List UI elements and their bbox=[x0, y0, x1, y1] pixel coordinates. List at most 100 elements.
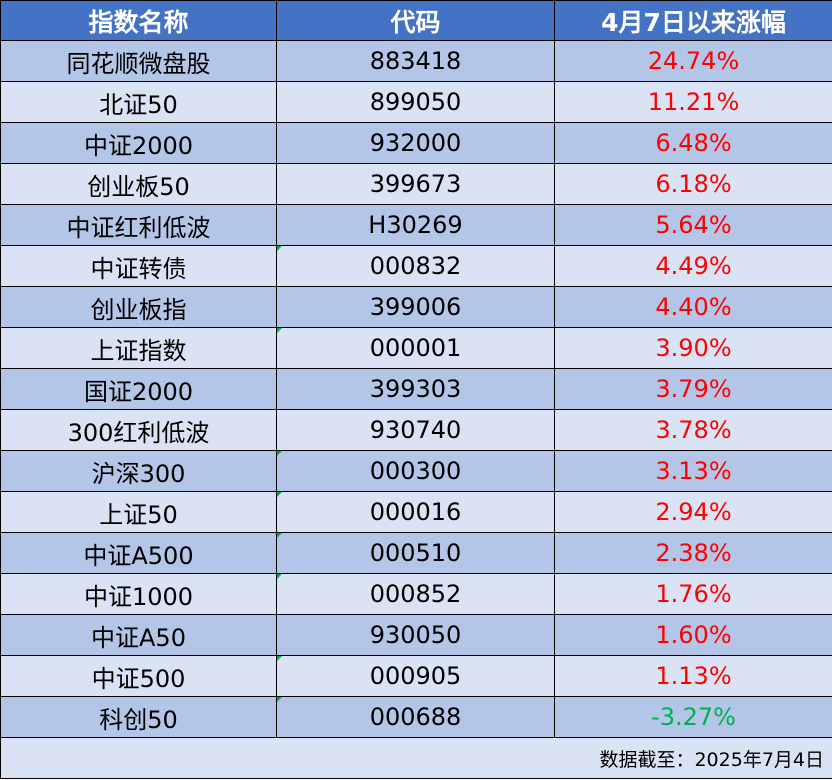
index-name-cell: 同花顺微盘股 bbox=[0, 40, 277, 82]
index-code-cell: 399673 bbox=[276, 163, 555, 205]
change-percent-cell: 1.76% bbox=[554, 573, 832, 615]
index-code-cell: 399303 bbox=[276, 368, 555, 410]
change-percent-cell: 4.49% bbox=[554, 245, 832, 287]
index-name-cell: 中证500 bbox=[0, 655, 277, 697]
index-code-cell: 899050 bbox=[276, 81, 555, 123]
index-code-text: 899050 bbox=[369, 88, 462, 116]
cell-marker-icon bbox=[277, 656, 282, 661]
change-percent-cell: 3.79% bbox=[554, 368, 832, 410]
cell-marker-icon bbox=[277, 246, 282, 251]
table-row: 科创50 000688 -3.27% bbox=[0, 696, 832, 738]
table-row: 创业板指 399006 4.40% bbox=[0, 286, 832, 328]
index-code-cell: 000016 bbox=[276, 491, 555, 533]
index-code-text: 399673 bbox=[369, 170, 462, 198]
index-code-cell: 000852 bbox=[276, 573, 555, 615]
change-percent-cell: 3.13% bbox=[554, 450, 832, 492]
change-percent-cell: 3.90% bbox=[554, 327, 832, 369]
cell-marker-icon bbox=[277, 533, 282, 538]
index-code-text: 000688 bbox=[369, 703, 462, 731]
change-percent-cell: 1.13% bbox=[554, 655, 832, 697]
index-code-cell: 000688 bbox=[276, 696, 555, 738]
header-code: 代码 bbox=[276, 0, 555, 41]
change-percent-cell: 11.21% bbox=[554, 81, 832, 123]
index-code-cell: 000832 bbox=[276, 245, 555, 287]
index-code-text: 930050 bbox=[369, 621, 462, 649]
index-code-cell: 883418 bbox=[276, 40, 555, 82]
cell-marker-icon bbox=[277, 328, 282, 333]
table-row: 中证红利低波 H30269 5.64% bbox=[0, 204, 832, 246]
change-percent-cell: 1.60% bbox=[554, 614, 832, 656]
index-code-text: 000852 bbox=[369, 580, 462, 608]
index-name-cell: 北证50 bbox=[0, 81, 277, 123]
index-code-text: 000832 bbox=[369, 252, 462, 280]
table-row: 上证50 000016 2.94% bbox=[0, 491, 832, 533]
index-code-cell: 000510 bbox=[276, 532, 555, 574]
index-code-cell: 930050 bbox=[276, 614, 555, 656]
table-row: 中证A500 000510 2.38% bbox=[0, 532, 832, 574]
table-row: 中证转债 000832 4.49% bbox=[0, 245, 832, 287]
index-code-cell: 000905 bbox=[276, 655, 555, 697]
index-code-cell: 000300 bbox=[276, 450, 555, 492]
index-code-text: 000905 bbox=[369, 662, 462, 690]
index-code-text: 883418 bbox=[369, 47, 462, 75]
index-name-cell: 沪深300 bbox=[0, 450, 277, 492]
index-name-cell: 中证红利低波 bbox=[0, 204, 277, 246]
index-name-cell: 创业板指 bbox=[0, 286, 277, 328]
change-percent-cell: -3.27% bbox=[554, 696, 832, 738]
index-name-cell: 中证A500 bbox=[0, 532, 277, 574]
table-row: 中证2000 932000 6.48% bbox=[0, 122, 832, 164]
table-row: 北证50 899050 11.21% bbox=[0, 81, 832, 123]
change-percent-cell: 6.18% bbox=[554, 163, 832, 205]
footer-row: 数据截至：2025年7月4日 bbox=[0, 737, 832, 779]
table-row: 中证500 000905 1.13% bbox=[0, 655, 832, 697]
index-name-cell: 科创50 bbox=[0, 696, 277, 738]
change-percent-cell: 6.48% bbox=[554, 122, 832, 164]
index-code-text: 000016 bbox=[369, 498, 462, 526]
table-row: 同花顺微盘股 883418 24.74% bbox=[0, 40, 832, 82]
index-name-cell: 国证2000 bbox=[0, 368, 277, 410]
header-change-since-apr7: 4月7日以来涨幅 bbox=[554, 0, 832, 41]
index-code-cell: H30269 bbox=[276, 204, 555, 246]
cell-marker-icon bbox=[277, 574, 282, 579]
index-code-text: 000300 bbox=[369, 457, 462, 485]
index-code-cell: 399006 bbox=[276, 286, 555, 328]
cell-marker-icon bbox=[277, 697, 282, 702]
index-code-cell: 930740 bbox=[276, 409, 555, 451]
header-row: 指数名称 代码 4月7日以来涨幅 bbox=[0, 0, 832, 41]
index-code-text: 932000 bbox=[369, 129, 462, 157]
index-name-cell: 创业板50 bbox=[0, 163, 277, 205]
index-code-cell: 932000 bbox=[276, 122, 555, 164]
index-code-text: H30269 bbox=[368, 211, 463, 239]
index-code-text: 399303 bbox=[369, 375, 462, 403]
change-percent-cell: 4.40% bbox=[554, 286, 832, 328]
table-row: 沪深300 000300 3.13% bbox=[0, 450, 832, 492]
index-code-text: 930740 bbox=[369, 416, 462, 444]
index-code-text: 000510 bbox=[369, 539, 462, 567]
index-name-cell: 中证转债 bbox=[0, 245, 277, 287]
index-name-cell: 中证2000 bbox=[0, 122, 277, 164]
cell-marker-icon bbox=[277, 451, 282, 456]
table-body: 同花顺微盘股 883418 24.74% 北证50 899050 11.21% 中证2000… bbox=[0, 40, 832, 738]
cell-marker-icon bbox=[277, 492, 282, 497]
table-row: 创业板50 399673 6.18% bbox=[0, 163, 832, 205]
index-name-cell: 上证指数 bbox=[0, 327, 277, 369]
data-date-note: 数据截至：2025年7月4日 bbox=[0, 737, 832, 779]
table-row: 国证2000 399303 3.79% bbox=[0, 368, 832, 410]
table-row: 中证1000 000852 1.76% bbox=[0, 573, 832, 615]
index-name-cell: 300红利低波 bbox=[0, 409, 277, 451]
index-code-cell: 000001 bbox=[276, 327, 555, 369]
table-row: 上证指数 000001 3.90% bbox=[0, 327, 832, 369]
change-percent-cell: 5.64% bbox=[554, 204, 832, 246]
index-name-cell: 上证50 bbox=[0, 491, 277, 533]
index-name-cell: 中证A50 bbox=[0, 614, 277, 656]
change-percent-cell: 24.74% bbox=[554, 40, 832, 82]
table-row: 300红利低波 930740 3.78% bbox=[0, 409, 832, 451]
index-code-text: 399006 bbox=[369, 293, 462, 321]
table-row: 中证A50 930050 1.60% bbox=[0, 614, 832, 656]
change-percent-cell: 2.94% bbox=[554, 491, 832, 533]
index-code-text: 000001 bbox=[369, 334, 462, 362]
change-percent-cell: 3.78% bbox=[554, 409, 832, 451]
index-name-cell: 中证1000 bbox=[0, 573, 277, 615]
change-percent-cell: 2.38% bbox=[554, 532, 832, 574]
